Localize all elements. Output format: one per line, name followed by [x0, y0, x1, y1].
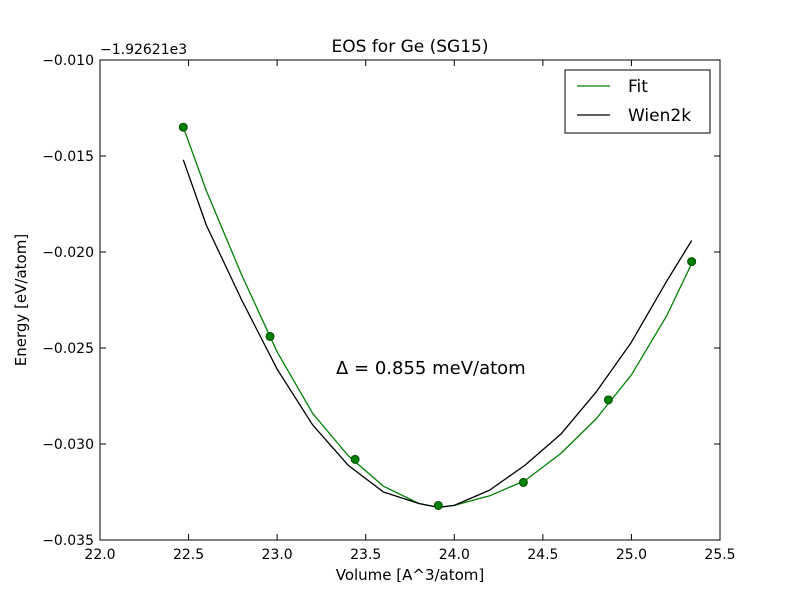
series-fit-line — [182, 126, 693, 509]
data-point-marker — [603, 395, 613, 405]
x-tick-label: 23.5 — [350, 547, 381, 563]
x-tick-label: 22.5 — [173, 547, 204, 563]
delta-annotation: Δ = 0.855 meV/atom — [336, 358, 526, 379]
plot-frame — [99, 59, 721, 541]
data-point-marker — [350, 454, 360, 464]
legend-fit-label: Fit — [628, 77, 648, 97]
y-tick-label: −0.015 — [42, 149, 94, 165]
data-point-marker — [518, 477, 528, 487]
y-offset-label: −1.92621e3 — [100, 42, 187, 58]
legend-box — [564, 69, 711, 134]
y-tick-label: −0.025 — [42, 341, 94, 357]
x-tick-label: 22.0 — [84, 547, 115, 563]
data-point-marker — [265, 331, 275, 341]
x-axis-label: Volume [A^3/atom] — [336, 566, 485, 584]
plot-content — [178, 122, 697, 510]
data-point-marker — [433, 500, 443, 510]
x-tick-label: 25.0 — [616, 547, 647, 563]
ticks-layer: 22.0 22.5 23.0 23.5 24.0 24.5 25.0 25.5 −0.035 −0… — [42, 53, 735, 563]
data-point-marker — [687, 257, 697, 267]
x-tick-label: 24.0 — [439, 547, 470, 563]
data-point-marker — [178, 122, 188, 132]
legend: Fit Wien2k — [564, 69, 711, 134]
y-tick-label: −0.010 — [42, 53, 94, 69]
y-tick-label: −0.030 — [42, 437, 94, 453]
chart-title: EOS for Ge (SG15) — [332, 37, 489, 57]
y-axis-label: Energy [eV/atom] — [12, 234, 30, 366]
x-tick-label: 24.5 — [527, 547, 558, 563]
y-tick-label: −0.020 — [42, 245, 94, 261]
legend-wien2k-label: Wien2k — [628, 106, 691, 126]
x-tick-label: 25.5 — [704, 547, 735, 563]
x-tick-label: 23.0 — [262, 547, 293, 563]
y-tick-label: −0.035 — [42, 533, 94, 549]
series-wien2k-line — [182, 159, 693, 509]
